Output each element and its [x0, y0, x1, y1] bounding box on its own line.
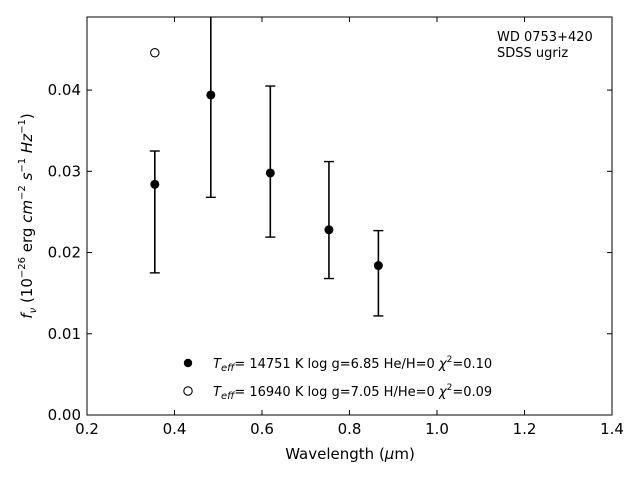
y-tick-label: 0.01: [48, 325, 81, 343]
y-tick-label: 0.04: [48, 81, 81, 99]
annotation-object: WD 0753+420: [497, 30, 593, 45]
data-point-filled: [265, 168, 275, 178]
data-point-filled: [324, 225, 334, 235]
annotation-survey: SDSS ugriz: [497, 46, 568, 61]
y-tick-label: 0.02: [48, 244, 81, 262]
data-point-open: [150, 47, 160, 58]
legend-entry-2: Teff= 16940 K log g=7.05 H/He=0 χ2=0.09: [213, 383, 492, 402]
legend-marker-filled: [183, 358, 193, 368]
x-tick-label: 1.2: [513, 420, 537, 438]
x-tick-label: 0.8: [338, 420, 362, 438]
data-point-filled: [206, 90, 216, 100]
x-tick-label: 1.0: [425, 420, 449, 438]
y-axis-label: fν (10−26 erg cm−2 s−1 Hz−1): [17, 113, 39, 318]
data-point-filled: [150, 179, 160, 189]
y-tick-label: 0.03: [48, 162, 81, 180]
legend: Teff= 14751 K log g=6.85 He/H=0 χ2=0.10 …: [183, 355, 492, 402]
x-tick-label: 0.2: [75, 420, 99, 438]
legend-marker-open: [183, 386, 193, 396]
x-tick-label: 0.4: [163, 420, 187, 438]
y-tick-label: 0.00: [48, 406, 81, 424]
data-point-filled: [373, 261, 383, 271]
legend-entry-1: Teff= 14751 K log g=6.85 He/H=0 χ2=0.10: [213, 355, 492, 374]
x-tick-label: 1.4: [600, 420, 624, 438]
x-axis-label: Wavelength (μm): [285, 445, 415, 463]
plot-frame: [86, 16, 613, 416]
x-tick-label: 0.6: [250, 420, 274, 438]
